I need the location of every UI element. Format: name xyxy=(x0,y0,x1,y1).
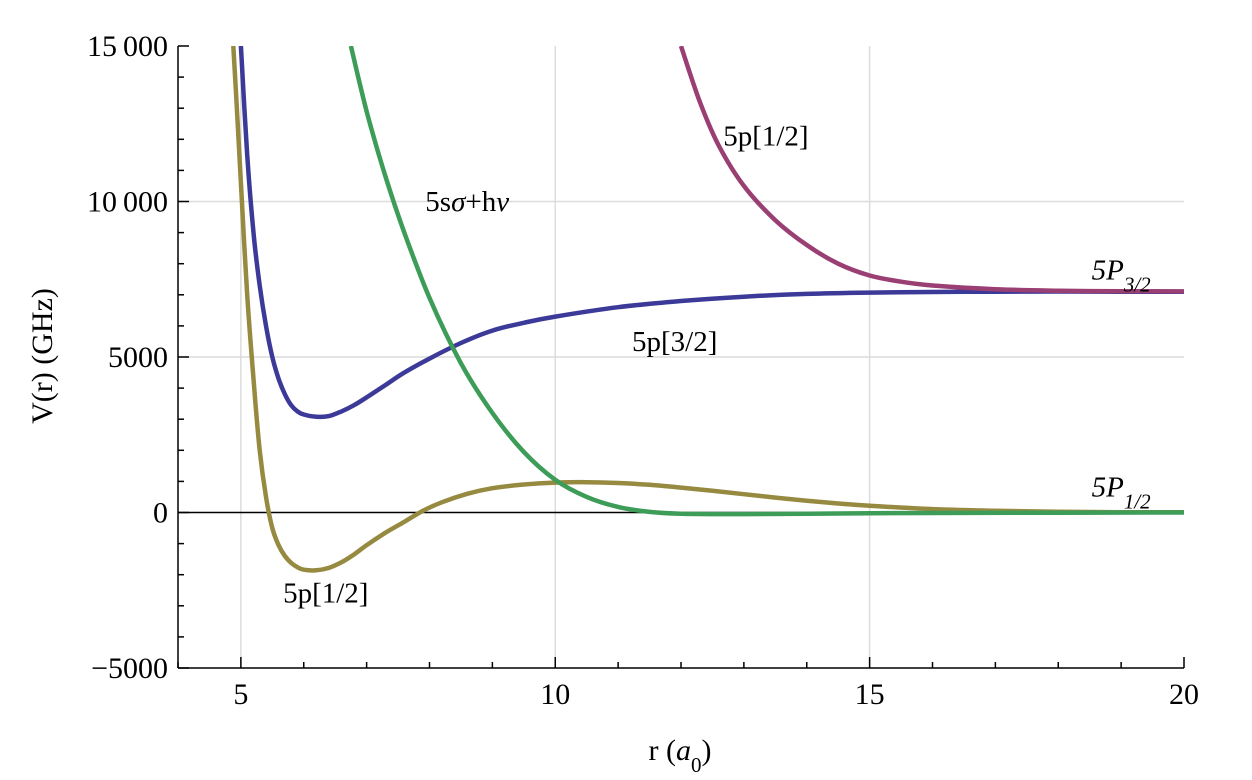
y-tick-label: 10 000 xyxy=(87,186,168,219)
x-axis-label: r (a0) xyxy=(649,734,712,777)
y-tick-label: 5000 xyxy=(108,341,168,374)
y-tick-label: 0 xyxy=(153,497,168,530)
asym-upper-label: 5P3/2 xyxy=(1092,254,1152,296)
x-tick-label: 20 xyxy=(1169,678,1199,711)
yellow-label: 5p[1/2] xyxy=(283,578,368,610)
tick-labels: 5 10 15 20 −5000 0 5000 10 000 15 000 xyxy=(87,30,1199,711)
curve-purple xyxy=(678,46,1184,294)
curve-green xyxy=(348,46,1184,517)
x-tick-label: 15 xyxy=(855,678,885,711)
purple-label: 5p[1/2] xyxy=(723,121,808,153)
curve-yellow xyxy=(231,46,1184,573)
x-tick-label: 10 xyxy=(540,678,570,711)
curve-layer xyxy=(231,46,1184,573)
y-axis-label: V(r) (GHz) xyxy=(26,288,59,424)
axis-ticks xyxy=(177,45,1185,669)
y-tick-label: −5000 xyxy=(91,652,168,685)
grid-layer xyxy=(178,46,1184,668)
y-tick-label: 15 000 xyxy=(87,30,168,63)
x-tick-label: 5 xyxy=(233,678,248,711)
asym-lower-label: 5P1/2 xyxy=(1092,471,1152,513)
green-label: 5sσ+hν xyxy=(425,186,509,218)
blue-label: 5p[3/2] xyxy=(632,326,717,358)
curve-annotations: 5p[1/2] 5sσ+hν 5p[3/2] 5p[1/2] 5P3/2 5P1/2 xyxy=(283,121,1151,610)
curve-blue xyxy=(238,46,1184,420)
